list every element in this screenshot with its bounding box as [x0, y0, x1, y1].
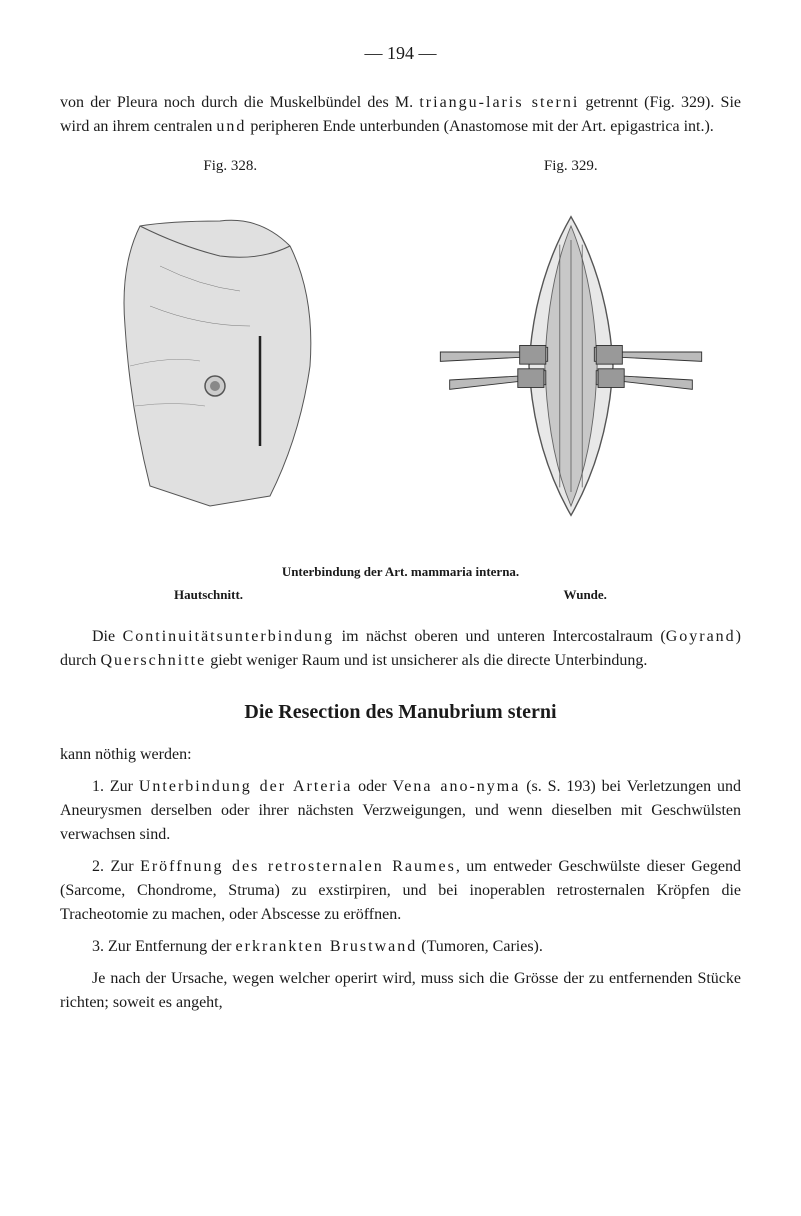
paragraph-1: von der Pleura noch durch die Muskelbünd… — [60, 91, 741, 139]
p5-spaced1: Eröffnung des retrosternalen Raumes — [140, 858, 456, 875]
p1-spaced2: und — [216, 118, 246, 135]
paragraph-3: kann nöthig werden: — [60, 743, 741, 767]
p1-text3: peripheren Ende unterbunden (Anastomose … — [246, 118, 713, 135]
p2-spaced2: Goyrand — [666, 628, 736, 645]
caption-main: Unterbindung der Art. mammaria interna. — [60, 562, 741, 582]
p6-text1: 3. Zur Entfernung der — [92, 938, 236, 955]
figure-labels-row: Fig. 328. Fig. 329. — [60, 155, 741, 178]
p4-text2: oder — [352, 778, 392, 795]
section-title: Die Resection des Manubrium sterni — [60, 697, 741, 727]
p2-text1: Die — [92, 628, 123, 645]
page-number: — 194 — — [60, 40, 741, 67]
paragraph-4: 1. Zur Unterbindung der Arteria oder Ven… — [60, 775, 741, 847]
illustrations-row — [60, 186, 741, 546]
paragraph-7: Je nach der Ursache, wegen welcher operi… — [60, 967, 741, 1015]
caption-right: Wunde. — [435, 585, 707, 605]
paragraph-2: Die Continuitätsunterbindung im nächst o… — [60, 625, 741, 673]
caption-sub-row: Hautschnitt. Wunde. — [60, 585, 741, 605]
torso-illustration — [100, 206, 360, 526]
illustration-328 — [90, 196, 370, 536]
illustration-329 — [431, 196, 711, 536]
paragraph-6: 3. Zur Entfernung der erkrankten Brustwa… — [60, 935, 741, 959]
p1-text1: von der Pleura noch durch die Muskelbünd… — [60, 94, 419, 111]
p2-text4: giebt weniger Raum und ist unsicherer al… — [206, 652, 647, 669]
p2-text2: im nächst oberen und unteren Intercostal… — [334, 628, 666, 645]
caption-left: Hautschnitt. — [94, 585, 366, 605]
paragraph-5: 2. Zur Eröffnung des retrosternalen Raum… — [60, 855, 741, 927]
p4-text1: 1. Zur — [92, 778, 139, 795]
p4-spaced2: Vena ano-nyma — [392, 778, 520, 795]
p2-spaced1: Continuitätsunterbindung — [123, 628, 335, 645]
fig-328-label: Fig. 328. — [203, 155, 257, 178]
p5-text1: 2. Zur — [92, 858, 140, 875]
wound-illustration — [431, 196, 711, 536]
p1-spaced1: triangu-laris sterni — [419, 94, 579, 111]
p4-spaced1: Unterbindung der Arteria — [139, 778, 352, 795]
p6-text2: (Tumoren, Caries). — [417, 938, 543, 955]
fig-329-label: Fig. 329. — [544, 155, 598, 178]
p2-spaced3: Querschnitte — [100, 652, 206, 669]
p6-spaced1: erkrankten Brustwand — [236, 938, 418, 955]
